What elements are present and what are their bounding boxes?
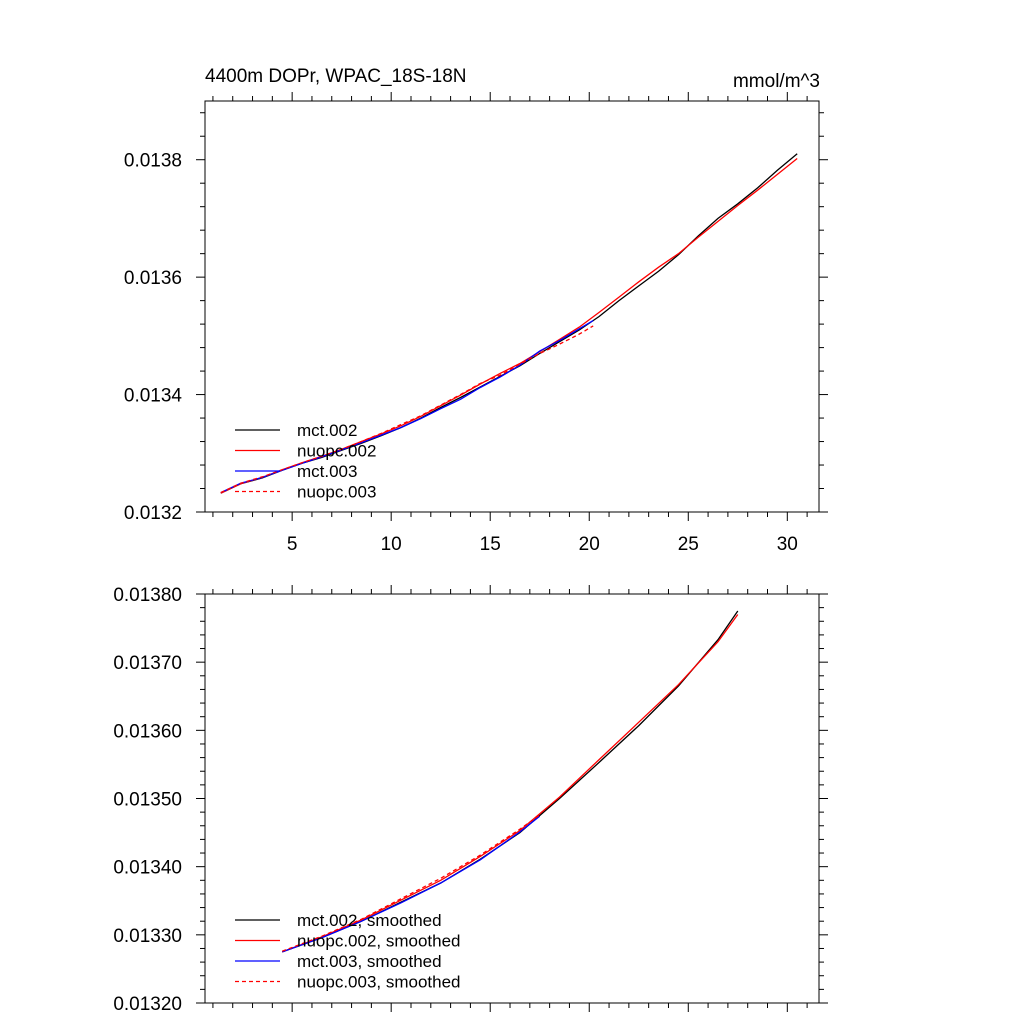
top-panel: 4400m DOPr, WPAC_18S-18N mmol/m^3 5 10 15 2… [124,66,828,555]
x-tick-label: 25 [678,534,699,555]
series-line-mct-003 [220,320,594,494]
top-series-group [220,153,798,494]
legend-label: nuopc.002, smoothed [297,932,461,951]
series-line-nuopc-003 [220,325,594,494]
legend-label: mct.003, smoothed [297,952,442,971]
y-tick-label: 0.0134 [124,386,183,407]
chart-title: 4400m DOPr, WPAC_18S-18N [205,66,467,87]
y-tick-label: 0.01360 [113,721,182,742]
bottom-legend: mct.002, smoothed nuopc.002, smoothedmct.… [235,911,461,992]
x-tick-label: 10 [381,534,402,555]
y-tick-label: 0.01340 [113,858,182,879]
x-tick-label: 20 [579,534,600,555]
series-line-mct-003-smoothed [281,815,541,953]
legend-label: mct.002, smoothed [297,911,442,930]
y-tick-label: 0.01320 [113,994,182,1015]
y-tick-label: 0.0138 [124,151,182,172]
legend-label: mct.003 [297,462,357,481]
legend-label: nuopc.003, smoothed [297,973,461,992]
y-tick-label: 0.01370 [113,653,182,674]
legend-label: nuopc.003 [297,483,376,502]
legend-label: mct.002 [297,421,357,440]
x-tick-label: 30 [777,534,798,555]
y-tick-label: 0.01330 [113,926,182,947]
bottom-series-group [281,610,739,953]
top-plot-frame [204,100,820,513]
chart-units: mmol/m^3 [733,71,820,92]
y-tick-label: 0.0132 [124,503,182,524]
top-ticks: 5 10 15 20 25 30 0.0132 0.0134 0.0136 0.0138 [124,92,828,555]
bottom-ticks: 0.01320 0.01330 0.01340 0.01350 0.01360 0.013… [113,585,828,1015]
y-tick-label: 0.01350 [113,790,182,811]
bottom-panel: 0.01320 0.01330 0.01340 0.01350 0.01360 0.013… [113,585,828,1015]
x-tick-label: 5 [287,534,298,555]
y-tick-label: 0.0136 [124,268,182,289]
x-tick-label: 15 [480,534,501,555]
series-line-nuopc-003-smoothed [281,814,541,952]
y-tick-label: 0.01380 [113,585,182,606]
legend-label: nuopc.002 [297,442,376,461]
